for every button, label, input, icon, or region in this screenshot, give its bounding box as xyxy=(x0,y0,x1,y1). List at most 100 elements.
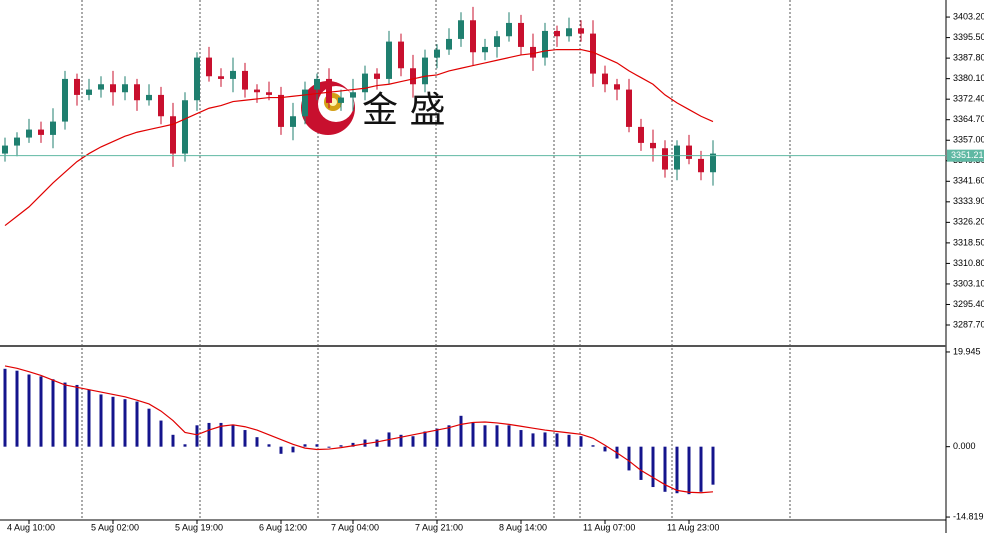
histogram-bar xyxy=(603,446,607,452)
histogram-bar xyxy=(531,433,535,447)
histogram-bar xyxy=(411,436,415,447)
candle-body xyxy=(638,126,644,143)
candle-body xyxy=(710,153,716,173)
candle-body xyxy=(170,116,176,154)
histogram-bar xyxy=(483,425,487,447)
histogram-bar xyxy=(135,401,139,447)
histogram-bar xyxy=(639,446,643,480)
x-tick-label: 6 Aug 12:00 xyxy=(259,522,307,532)
histogram-bar xyxy=(459,415,463,447)
histogram-bar xyxy=(207,422,211,447)
candle-body xyxy=(314,78,320,90)
histogram-bar xyxy=(339,445,343,447)
candle-body xyxy=(14,137,20,146)
histogram-bar xyxy=(519,430,523,447)
candle-body xyxy=(602,73,608,85)
histogram-bar xyxy=(591,445,595,447)
y-tick-label: 3341.60 xyxy=(953,176,984,186)
histogram-bar xyxy=(39,376,43,447)
histogram-bar xyxy=(567,434,571,447)
histogram-bar xyxy=(315,444,319,447)
candle-body xyxy=(626,89,632,127)
candle-body xyxy=(278,94,284,127)
y-tick-label: 3403.20 xyxy=(953,11,984,21)
histogram-bar xyxy=(159,420,163,447)
x-tick-label: 5 Aug 02:00 xyxy=(91,522,139,532)
candle-body xyxy=(398,41,404,69)
y-tick-label: 3303.10 xyxy=(953,278,984,288)
histogram-bar xyxy=(63,382,67,447)
candle-body xyxy=(26,129,32,138)
y-tick-label: 3333.90 xyxy=(953,196,984,206)
histogram-bar xyxy=(495,425,499,447)
histogram-bar xyxy=(675,446,679,494)
histogram-bar xyxy=(3,368,7,447)
x-tick-label: 11 Aug 23:00 xyxy=(667,522,719,532)
candle-body xyxy=(290,116,296,127)
x-tick-label: 8 Aug 14:00 xyxy=(499,522,547,532)
candle-body xyxy=(446,38,452,50)
histogram-bar xyxy=(183,444,187,447)
x-tick-label: 7 Aug 04:00 xyxy=(331,522,379,532)
candle-body xyxy=(686,145,692,159)
histogram-bar xyxy=(123,399,127,447)
candle-body xyxy=(374,73,380,79)
candle-body xyxy=(122,84,128,93)
histogram-bar xyxy=(543,432,547,447)
candle-body xyxy=(110,84,116,93)
candle-body xyxy=(578,28,584,34)
histogram-bar xyxy=(687,446,691,495)
y-tick-label: 19.945 xyxy=(953,346,981,356)
histogram-bar xyxy=(255,437,259,447)
candle-body xyxy=(182,100,188,154)
candle-body xyxy=(482,46,488,53)
candle-body xyxy=(266,92,272,95)
histogram-bar xyxy=(555,433,559,447)
candle-body xyxy=(230,70,236,79)
y-tick-label: 3287.70 xyxy=(953,319,984,329)
candle-body xyxy=(614,84,620,90)
histogram-bar xyxy=(351,442,355,447)
histogram-bar xyxy=(507,425,511,447)
candle-body xyxy=(494,36,500,47)
histogram-bar xyxy=(171,434,175,447)
histogram-bar xyxy=(663,446,667,492)
x-tick-label: 4 Aug 10:00 xyxy=(7,522,55,532)
histogram-bar xyxy=(435,428,439,447)
candle-body xyxy=(194,57,200,101)
histogram-bar xyxy=(327,446,331,448)
histogram-bar xyxy=(627,446,631,471)
y-tick-label: 3364.70 xyxy=(953,114,984,124)
histogram-bar xyxy=(579,436,583,447)
histogram-bar xyxy=(471,422,475,447)
candle-body xyxy=(242,70,248,90)
candle-body xyxy=(38,129,44,135)
candle-body xyxy=(158,94,164,117)
histogram-bar xyxy=(99,394,103,447)
y-tick-label: 3318.50 xyxy=(953,237,984,247)
candle-body xyxy=(506,22,512,37)
y-tick-label: -14.819 xyxy=(953,511,984,521)
candle-body xyxy=(662,148,668,170)
candle-body xyxy=(98,84,104,90)
histogram-bar xyxy=(87,389,91,447)
histogram-bar xyxy=(699,446,703,492)
histogram-bar xyxy=(375,439,379,447)
y-tick-label: 3372.40 xyxy=(953,94,984,104)
histogram-bar xyxy=(291,446,295,453)
histogram-bar xyxy=(15,370,19,447)
signal-line xyxy=(4,365,714,494)
candle-body xyxy=(518,22,524,47)
candle-body xyxy=(326,78,332,103)
histogram-bar xyxy=(399,434,403,447)
candle-body xyxy=(86,89,92,95)
candle-body xyxy=(338,97,344,103)
candle-body xyxy=(530,46,536,58)
candle-body xyxy=(302,89,308,117)
y-tick-label: 3310.80 xyxy=(953,258,984,268)
y-tick-label: 3357.00 xyxy=(953,135,984,145)
y-tick-label: 3380.10 xyxy=(953,73,984,83)
histogram-bar xyxy=(75,384,79,447)
